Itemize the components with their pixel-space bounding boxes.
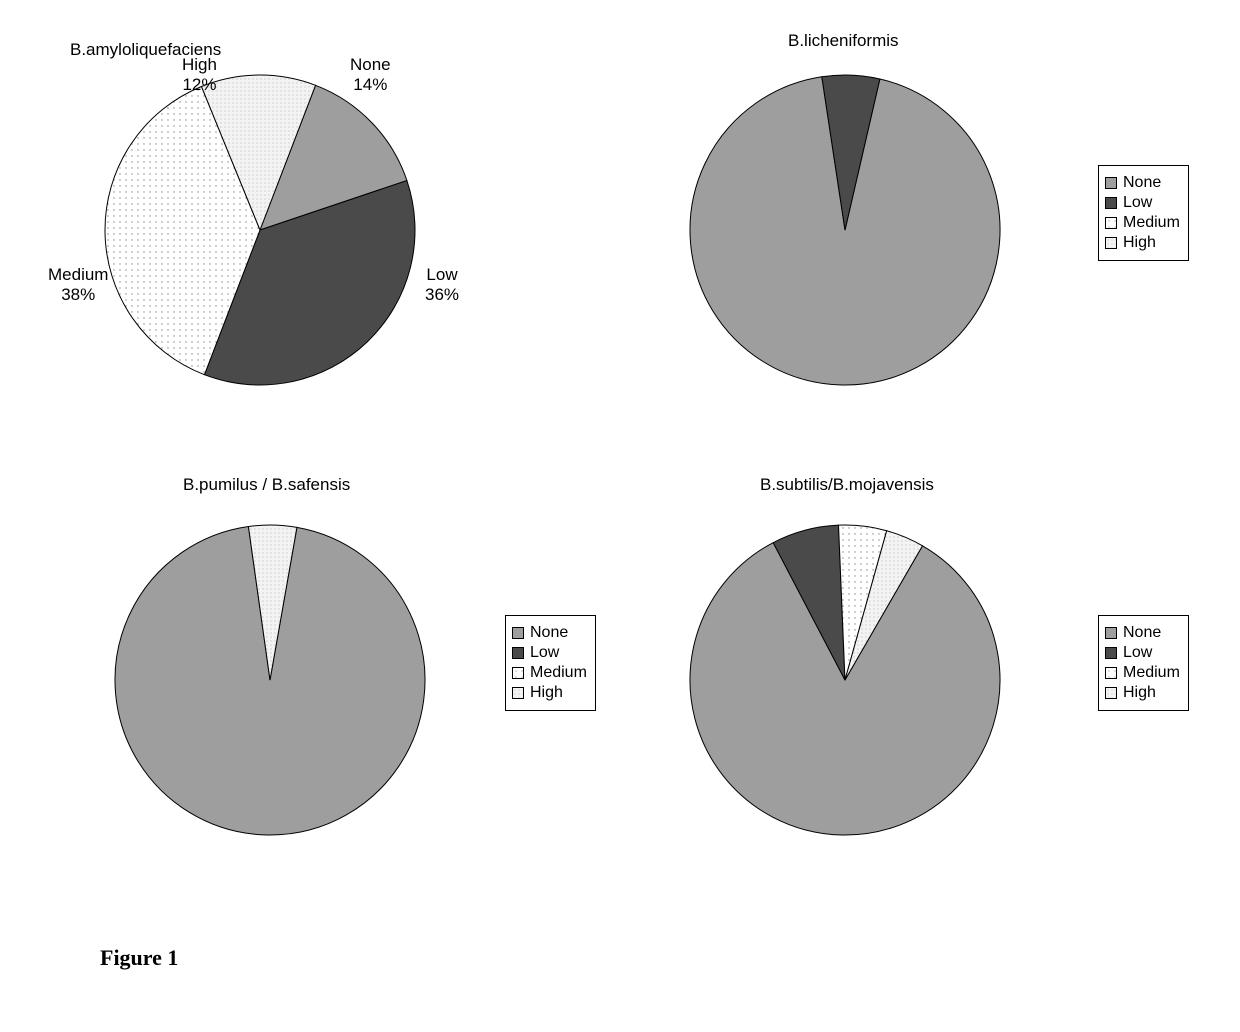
legend-label-low: Low xyxy=(530,644,559,662)
legend-label-none: None xyxy=(1123,174,1161,192)
legend-row-medium: Medium xyxy=(512,664,587,682)
figure-page: { "figure_label": "Figure 1", "colors": … xyxy=(0,0,1240,1032)
label-amylo-medium: Medium 38% xyxy=(48,265,108,306)
legend-row-none: None xyxy=(1105,624,1180,642)
legend-swatch-medium xyxy=(1105,217,1117,229)
title-pumilus-safensis: B.pumilus / B.safensis xyxy=(183,475,350,495)
legend-swatch-low xyxy=(1105,197,1117,209)
pie-licheniformis xyxy=(684,69,1006,391)
legend-swatch-none xyxy=(512,627,524,639)
pie-amyloliquefaciens xyxy=(99,69,421,391)
legend-subtilis-mojavensis: None Low Medium High xyxy=(1098,615,1189,711)
legend-row-medium: Medium xyxy=(1105,664,1180,682)
legend-swatch-low xyxy=(1105,647,1117,659)
slice-percent: 14% xyxy=(353,75,387,94)
figure-caption: Figure 1 xyxy=(100,945,178,971)
pie-subtilis-mojavensis xyxy=(684,519,1006,841)
legend-swatch-medium xyxy=(1105,667,1117,679)
legend-row-none: None xyxy=(512,624,587,642)
legend-row-high: High xyxy=(512,684,587,702)
legend-row-low: Low xyxy=(512,644,587,662)
legend-licheniformis: None Low Medium High xyxy=(1098,165,1189,261)
legend-label-none: None xyxy=(530,624,568,642)
slice-percent: 38% xyxy=(61,285,95,304)
slice-name: None xyxy=(350,55,391,74)
label-amylo-high: High 12% xyxy=(182,55,217,96)
slice-percent: 36% xyxy=(425,285,459,304)
legend-swatch-high xyxy=(1105,237,1117,249)
slice-percent: 12% xyxy=(182,75,216,94)
title-subtilis-mojavensis: B.subtilis/B.mojavensis xyxy=(760,475,934,495)
legend-swatch-medium xyxy=(512,667,524,679)
slice-name: High xyxy=(182,55,217,74)
legend-label-high: High xyxy=(530,684,563,702)
legend-label-none: None xyxy=(1123,624,1161,642)
label-amylo-none: None 14% xyxy=(350,55,391,96)
legend-swatch-high xyxy=(1105,687,1117,699)
legend-row-high: High xyxy=(1105,684,1180,702)
legend-swatch-low xyxy=(512,647,524,659)
slice-name: Medium xyxy=(48,265,108,284)
legend-row-medium: Medium xyxy=(1105,214,1180,232)
label-amylo-low: Low 36% xyxy=(425,265,459,306)
legend-label-high: High xyxy=(1123,684,1156,702)
title-licheniformis: B.licheniformis xyxy=(788,31,899,51)
legend-row-none: None xyxy=(1105,174,1180,192)
legend-label-low: Low xyxy=(1123,194,1152,212)
legend-label-low: Low xyxy=(1123,644,1152,662)
legend-row-low: Low xyxy=(1105,644,1180,662)
legend-pumilus-safensis: None Low Medium High xyxy=(505,615,596,711)
legend-swatch-none xyxy=(1105,627,1117,639)
legend-row-high: High xyxy=(1105,234,1180,252)
legend-row-low: Low xyxy=(1105,194,1180,212)
legend-label-medium: Medium xyxy=(1123,664,1180,682)
legend-swatch-none xyxy=(1105,177,1117,189)
legend-label-medium: Medium xyxy=(1123,214,1180,232)
legend-label-high: High xyxy=(1123,234,1156,252)
legend-swatch-high xyxy=(512,687,524,699)
slice-name: Low xyxy=(426,265,457,284)
legend-label-medium: Medium xyxy=(530,664,587,682)
pie-pumilus-safensis xyxy=(109,519,431,841)
